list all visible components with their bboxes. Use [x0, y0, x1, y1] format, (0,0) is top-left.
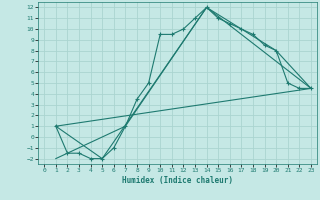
X-axis label: Humidex (Indice chaleur): Humidex (Indice chaleur) [122, 176, 233, 185]
